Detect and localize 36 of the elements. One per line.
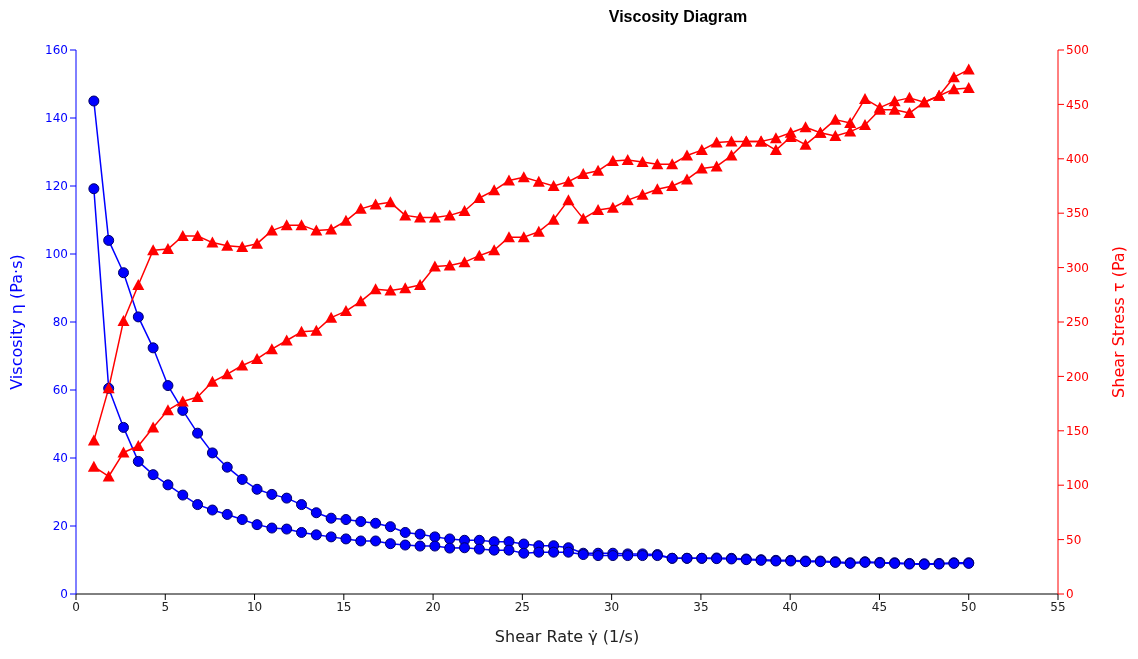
x-tick-label: 35 xyxy=(693,599,709,614)
x-tick-label: 20 xyxy=(425,599,441,614)
x-tick-label: 50 xyxy=(961,599,977,614)
y2-tick-label: 400 xyxy=(1066,152,1089,167)
y-tick-label: 60 xyxy=(52,383,68,398)
y2-tick-label: 350 xyxy=(1066,206,1089,221)
x-tick-label: 40 xyxy=(782,599,798,614)
y2-tick-label: 500 xyxy=(1066,43,1089,58)
x-tick-label: 55 xyxy=(1050,599,1066,614)
chart-title: Viscosity Diagram xyxy=(607,8,749,27)
y2-tick-label: 250 xyxy=(1066,315,1089,330)
x-axis-title: Shear Rate γ̇ (1/s) xyxy=(494,627,640,646)
y2-tick-label: 0 xyxy=(1066,587,1074,602)
x-tick-label: 45 xyxy=(871,599,888,614)
x-tick-label: 0 xyxy=(72,599,80,614)
y2-tick-label: 50 xyxy=(1066,532,1082,547)
y-tick-label: 160 xyxy=(45,43,68,58)
y-tick-label: 100 xyxy=(45,247,68,262)
x-tick-label: 10 xyxy=(246,599,263,614)
y-tick-label: 140 xyxy=(45,111,68,126)
x-tick-label: 15 xyxy=(336,599,352,614)
x-tick-label: 25 xyxy=(514,599,530,614)
y-tick-label: 80 xyxy=(52,315,68,330)
y2-tick-label: 150 xyxy=(1066,424,1089,439)
y-tick-label: 0 xyxy=(60,587,68,602)
y2-axis-title: Shear Stress τ (Pa) xyxy=(1108,246,1128,398)
y-tick-label: 20 xyxy=(52,519,68,534)
y2-tick-label: 450 xyxy=(1066,97,1089,112)
y2-tick-label: 200 xyxy=(1066,369,1089,384)
y-axis-title: Viscosity η (Pa·s) xyxy=(6,254,26,390)
y2-tick-label: 100 xyxy=(1066,478,1089,493)
y-tick-label: 40 xyxy=(52,451,68,466)
y-tick-label: 120 xyxy=(45,179,68,194)
x-tick-label: 5 xyxy=(161,599,170,614)
y2-tick-label: 300 xyxy=(1066,260,1089,275)
x-tick-label: 30 xyxy=(604,599,620,614)
